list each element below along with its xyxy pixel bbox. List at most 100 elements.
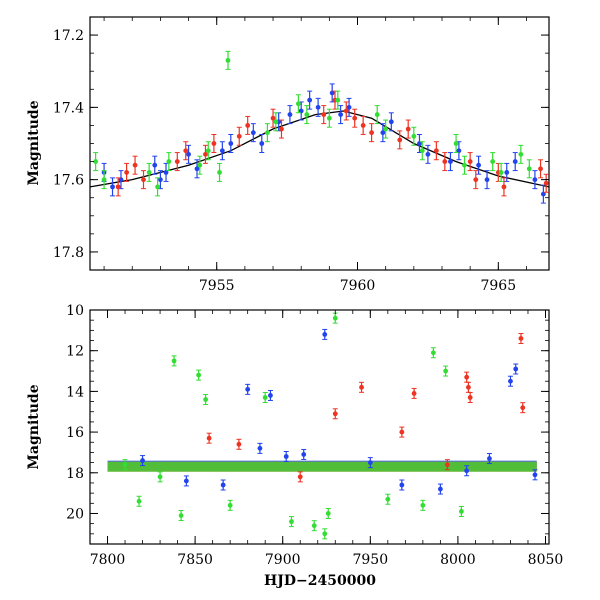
top-plot-marks bbox=[90, 50, 549, 204]
top-series-1-point bbox=[270, 108, 276, 128]
top-series-0-point bbox=[425, 144, 431, 164]
bottom-xtick-label: 7800 bbox=[90, 552, 126, 568]
top-series-0-point bbox=[329, 83, 335, 103]
top-series-2-point bbox=[411, 126, 417, 146]
top-series-2-point bbox=[166, 152, 172, 172]
top-series-2-point bbox=[225, 50, 231, 70]
top-series-2-point bbox=[93, 152, 99, 172]
bottom-xlabel: HJD−2450000 bbox=[264, 573, 376, 589]
bottom-xtick-label: 8050 bbox=[528, 552, 564, 568]
top-series-0-point bbox=[504, 162, 510, 182]
top-series-2-point bbox=[217, 162, 223, 182]
top-series-2-point bbox=[490, 152, 496, 172]
bottom-ytick-label: 20 bbox=[66, 506, 84, 522]
bottom-series-1-point bbox=[206, 432, 212, 444]
top-series-1-point bbox=[115, 177, 121, 197]
top-series-1-point bbox=[211, 134, 217, 153]
top-series-2-point bbox=[326, 108, 332, 128]
top-series-0-point bbox=[532, 170, 538, 190]
top-series-1-point bbox=[202, 144, 208, 164]
top-plot-frame bbox=[89, 16, 550, 271]
bottom-series-0-point bbox=[367, 457, 373, 469]
top-series-1-point bbox=[543, 173, 549, 193]
top-series-1-point bbox=[397, 130, 403, 150]
bottom-series-2-point bbox=[136, 495, 142, 507]
bottom-plot-frame bbox=[89, 309, 550, 545]
top-series-0-point bbox=[476, 155, 482, 175]
bottom-series-1-point bbox=[444, 459, 450, 471]
bottom-series-0-point bbox=[283, 451, 289, 463]
top-series-0-point bbox=[338, 105, 344, 125]
bottom-series-0-point bbox=[399, 479, 405, 491]
bottom-series-0-point bbox=[140, 455, 146, 467]
bottom-xtick-label: 8000 bbox=[440, 552, 476, 568]
bottom-series-1-point bbox=[518, 332, 524, 344]
bottom-series-1-point bbox=[399, 426, 405, 438]
bottom-series-0-point bbox=[532, 469, 538, 481]
bottom-series-2-point bbox=[443, 365, 449, 377]
top-series-0-point bbox=[346, 97, 352, 117]
top-series-2-point bbox=[101, 170, 107, 190]
top-xtick-label: 7960 bbox=[340, 278, 376, 294]
top-series-1-point bbox=[369, 123, 375, 143]
top-series-0-point bbox=[447, 152, 453, 172]
top-ytick-label: 17.8 bbox=[53, 245, 84, 261]
top-series-2-point bbox=[518, 144, 524, 164]
top-series-0-point bbox=[307, 90, 313, 110]
bottom-series-1-point bbox=[411, 387, 417, 399]
bottom-series-2-band bbox=[107, 461, 537, 472]
bottom-series-2-point bbox=[122, 459, 128, 471]
top-series-1-point bbox=[321, 105, 327, 125]
top-series-0-point bbox=[194, 159, 200, 179]
top-series-0-point bbox=[110, 177, 116, 197]
top-ytick-label: 17.4 bbox=[53, 100, 84, 116]
bottom-series-1-point bbox=[297, 471, 303, 483]
top-series-2-point bbox=[462, 155, 468, 175]
bottom-panel: 7800 7850 7900 7950 8000 8050 10 12 14 16 18 20 Mag… bbox=[26, 303, 563, 589]
bottom-xtick-label: 7900 bbox=[265, 552, 301, 568]
top-series-2-point bbox=[526, 159, 532, 179]
bottom-series-2-point bbox=[332, 312, 338, 324]
bottom-series-1-point bbox=[465, 381, 471, 393]
bottom-series-2-point bbox=[458, 505, 464, 517]
top-series-1-point bbox=[245, 115, 251, 135]
top-xtick-label: 7965 bbox=[480, 278, 516, 294]
bottom-series-0-point bbox=[183, 475, 189, 487]
bottom-ylabel: Magnitude bbox=[26, 384, 42, 469]
bottom-series-2-point bbox=[196, 369, 202, 381]
bottom-series-1-point bbox=[464, 371, 470, 383]
bottom-ytick-label: 10 bbox=[66, 303, 84, 319]
top-series-1-point bbox=[473, 170, 479, 190]
bottom-series-0-point bbox=[301, 448, 307, 460]
bottom-ytick-label: 16 bbox=[66, 425, 84, 441]
bottom-series-0-point bbox=[464, 465, 470, 477]
top-series-2-point bbox=[498, 162, 504, 182]
top-series-0-point bbox=[315, 97, 321, 117]
bottom-series-0-point bbox=[257, 442, 263, 454]
top-series-0-point bbox=[456, 141, 462, 161]
top-series-1-point bbox=[174, 152, 180, 172]
top-series-2-point bbox=[155, 177, 161, 197]
top-series-2-point bbox=[374, 105, 380, 125]
bottom-series-2-point bbox=[311, 520, 317, 532]
top-series-0-point bbox=[540, 184, 546, 204]
top-series-2-point bbox=[146, 162, 152, 182]
top-series-0-point bbox=[152, 155, 158, 175]
top-series-2-point bbox=[453, 134, 459, 153]
top-series-0-point bbox=[186, 144, 192, 164]
top-model-curve bbox=[90, 110, 549, 188]
top-series-1-point bbox=[360, 115, 366, 135]
top-series-0-point bbox=[512, 152, 518, 172]
top-series-0-point bbox=[250, 123, 256, 143]
top-series-0-point bbox=[287, 105, 293, 125]
top-series-1-point bbox=[352, 108, 358, 128]
bottom-series-2-point bbox=[171, 355, 177, 367]
top-series-0-point bbox=[388, 112, 394, 132]
bottom-series-2-point bbox=[227, 499, 233, 511]
top-series-0-point bbox=[163, 162, 169, 182]
bottom-series-0-point bbox=[513, 363, 519, 375]
top-series-2-point bbox=[273, 112, 279, 132]
top-series-0-point bbox=[259, 134, 265, 153]
bottom-series-2-point bbox=[178, 510, 184, 522]
